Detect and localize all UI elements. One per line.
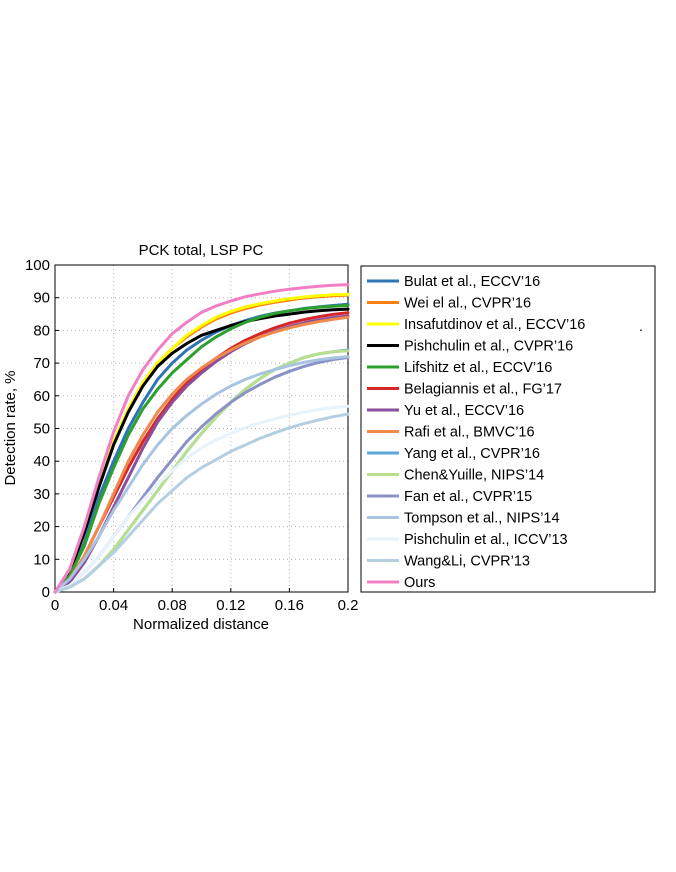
y-tick-label: 0 <box>42 584 50 601</box>
y-tick-label: 70 <box>33 355 50 372</box>
legend-label: Ours <box>404 575 435 591</box>
legend-item-lifshitz-et-al-eccv-16: Lifshitz et al., ECCV’16 <box>367 360 552 376</box>
series-line-pishchulin-et-al-iccv-13 <box>53 404 350 594</box>
legend-item-wei-el-al-cvpr-16: Wei el al., CVPR’16 <box>367 296 531 312</box>
legend-label: Wei el al., CVPR’16 <box>404 296 531 312</box>
x-tick-label: 0.04 <box>99 597 128 614</box>
x-axis-label: Normalized distance <box>133 616 269 633</box>
legend-item-wang-li-cvpr-13: Wang&Li, CVPR’13 <box>367 554 530 570</box>
legend-item-yang-et-al-cvpr-16: Yang et al., CVPR’16 <box>367 446 540 462</box>
legend-item-rafi-et-al-bmvc-16: Rafi et al., BMVC’16 <box>367 425 535 441</box>
legend-item-yu-et-al-eccv-16: Yu et al., ECCV’16 <box>367 403 524 419</box>
legend-item-pishchulin-et-al-iccv-13: Pishchulin et al., ICCV’13 <box>367 532 568 548</box>
legend-item-bulat-et-al-eccv-16: Bulat et al., ECCV’16 <box>367 274 540 290</box>
legend: Bulat et al., ECCV’16 Wei el al., CVPR’16… <box>360 265 656 593</box>
legend-label: Rafi et al., BMVC’16 <box>404 425 535 441</box>
y-axis: 0 10 20 30 40 50 60 70 80 90 100 <box>25 257 59 601</box>
x-axis: 0 0.04 0.08 0.12 0.16 0.2 <box>51 588 359 614</box>
y-tick-label: 50 <box>33 421 50 438</box>
y-tick-label: 90 <box>33 290 50 307</box>
series-line-ours <box>53 283 350 594</box>
legend-box <box>360 265 656 593</box>
series-line-lifshitz-et-al-eccv-16 <box>53 304 350 594</box>
legend-item-fan-et-al-cvpr-15: Fan et al., CVPR’15 <box>367 489 532 505</box>
x-tick-label: 0.2 <box>338 597 359 614</box>
legend-label: Insafutdinov et al., ECCV’16 <box>404 317 585 333</box>
series-line-wang-li-cvpr-13 <box>53 412 350 594</box>
x-tick-label: 0.12 <box>216 597 245 614</box>
series-lines <box>53 283 350 594</box>
legend-label: Lifshitz et al., ECCV’16 <box>404 360 552 376</box>
legend-label: Tompson et al., NIPS’14 <box>404 511 560 527</box>
legend-label: Yu et al., ECCV’16 <box>404 403 524 419</box>
x-tick-label: 0.16 <box>275 597 304 614</box>
legend-item-chen-yuille-nips-14: Chen&Yuille, NIPS’14 <box>367 468 544 484</box>
legend-item-pishchulin-et-al-cvpr-16: Pishchulin et al., CVPR’16 <box>367 339 573 355</box>
y-tick-label: 20 <box>33 519 50 536</box>
y-tick-label: 10 <box>33 551 50 568</box>
legend-label: Fan et al., CVPR’15 <box>404 489 532 505</box>
legend-label: Pishchulin et al., ICCV’13 <box>404 532 568 548</box>
legend-item-ours: Ours <box>367 575 435 591</box>
legend-stray-mark: . <box>639 318 643 334</box>
legend-item-tompson-et-al-nips-14: Tompson et al., NIPS’14 <box>367 511 560 527</box>
y-tick-label: 60 <box>33 388 50 405</box>
x-tick-label: 0.08 <box>158 597 187 614</box>
series-line-pishchulin-et-al-cvpr-16 <box>53 307 350 594</box>
series-line-tompson-et-al-nips-14 <box>53 355 350 594</box>
legend-label: Belagiannis et al., FG’17 <box>404 382 562 398</box>
series-line-belagiannis-et-al-fg-17 <box>53 311 350 594</box>
legend-label: Wang&Li, CVPR’13 <box>404 554 530 570</box>
legend-item-belagiannis-et-al-fg-17: Belagiannis et al., FG’17 <box>367 382 562 398</box>
series-line-rafi-et-al-bmvc-16 <box>53 315 350 594</box>
legend-label: Pishchulin et al., CVPR’16 <box>404 339 573 355</box>
y-tick-label: 100 <box>25 257 50 274</box>
legend-label: Yang et al., CVPR’16 <box>404 446 540 462</box>
legend-label: Chen&Yuille, NIPS’14 <box>404 468 544 484</box>
legend-label: Bulat et al., ECCV’16 <box>404 274 540 290</box>
y-axis-label: Detection rate, % <box>2 370 19 485</box>
y-tick-label: 40 <box>33 453 50 470</box>
y-tick-label: 30 <box>33 486 50 503</box>
chart-title: PCK total, LSP PC <box>139 242 264 259</box>
y-tick-label: 80 <box>33 322 50 339</box>
x-tick-label: 0 <box>51 597 59 614</box>
legend-item-insafutdinov-et-al-eccv-16: Insafutdinov et al., ECCV’16 <box>367 317 585 333</box>
